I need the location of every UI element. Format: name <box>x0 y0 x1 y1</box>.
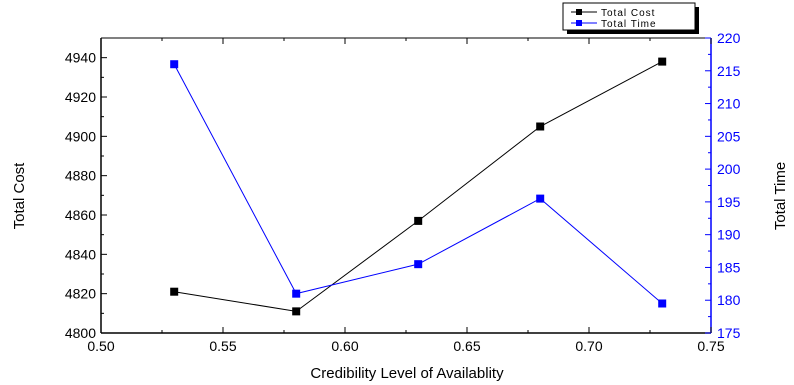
total-cost-point <box>658 57 667 66</box>
y-right-tick-label: 175 <box>717 325 741 341</box>
x-tick-label: 0.50 <box>87 338 114 354</box>
total-cost-point <box>170 287 179 296</box>
y-left-tick-label: 4820 <box>65 286 96 302</box>
y-left-tick-label: 4860 <box>65 207 96 223</box>
y-axis-left-title: Total Cost <box>11 162 28 230</box>
x-axis-title: Credibility Level of Availablity <box>310 365 504 382</box>
y-left-tick-label: 4920 <box>65 89 96 105</box>
y-right-tick-label: 220 <box>717 30 741 46</box>
total-time-point <box>658 299 667 308</box>
y-right-tick-label: 185 <box>717 259 741 275</box>
legend-total-time-marker <box>576 20 582 26</box>
x-tick-label: 0.65 <box>453 338 480 354</box>
y-right-tick-label: 210 <box>717 96 741 112</box>
legend-total-time-label: Total Time <box>601 19 657 30</box>
y-right-tick-label: 205 <box>717 128 741 144</box>
total-cost-point <box>292 307 301 316</box>
legend-total-cost-marker <box>576 9 582 15</box>
y-left-tick-label: 4880 <box>65 168 96 184</box>
x-tick-label: 0.55 <box>209 338 236 354</box>
y-right-tick-label: 190 <box>717 227 741 243</box>
total-cost-line <box>174 61 663 312</box>
legend-box <box>562 2 696 31</box>
total-time-point <box>414 260 423 269</box>
total-time-point <box>536 194 545 203</box>
y-axis-right-title: Total Time <box>772 162 789 230</box>
y-right-tick-label: 195 <box>717 194 741 210</box>
y-right-tick-label: 180 <box>717 292 741 308</box>
x-tick-label: 0.75 <box>697 338 724 354</box>
y-left-tick-label: 4840 <box>65 246 96 262</box>
y-left-tick-label: 4900 <box>65 128 96 144</box>
total-time-point <box>292 289 301 298</box>
x-tick-label: 0.60 <box>331 338 358 354</box>
total-time-point <box>170 60 179 69</box>
legend-total-cost-label: Total Cost <box>601 8 655 19</box>
total-cost-point <box>536 122 545 131</box>
y-right-tick-label: 200 <box>717 161 741 177</box>
y-left-tick-label: 4800 <box>65 325 96 341</box>
total-cost-point <box>414 216 423 225</box>
y-right-tick-label: 215 <box>717 63 741 79</box>
y-left-tick-label: 4940 <box>65 50 96 66</box>
x-tick-label: 0.70 <box>575 338 602 354</box>
